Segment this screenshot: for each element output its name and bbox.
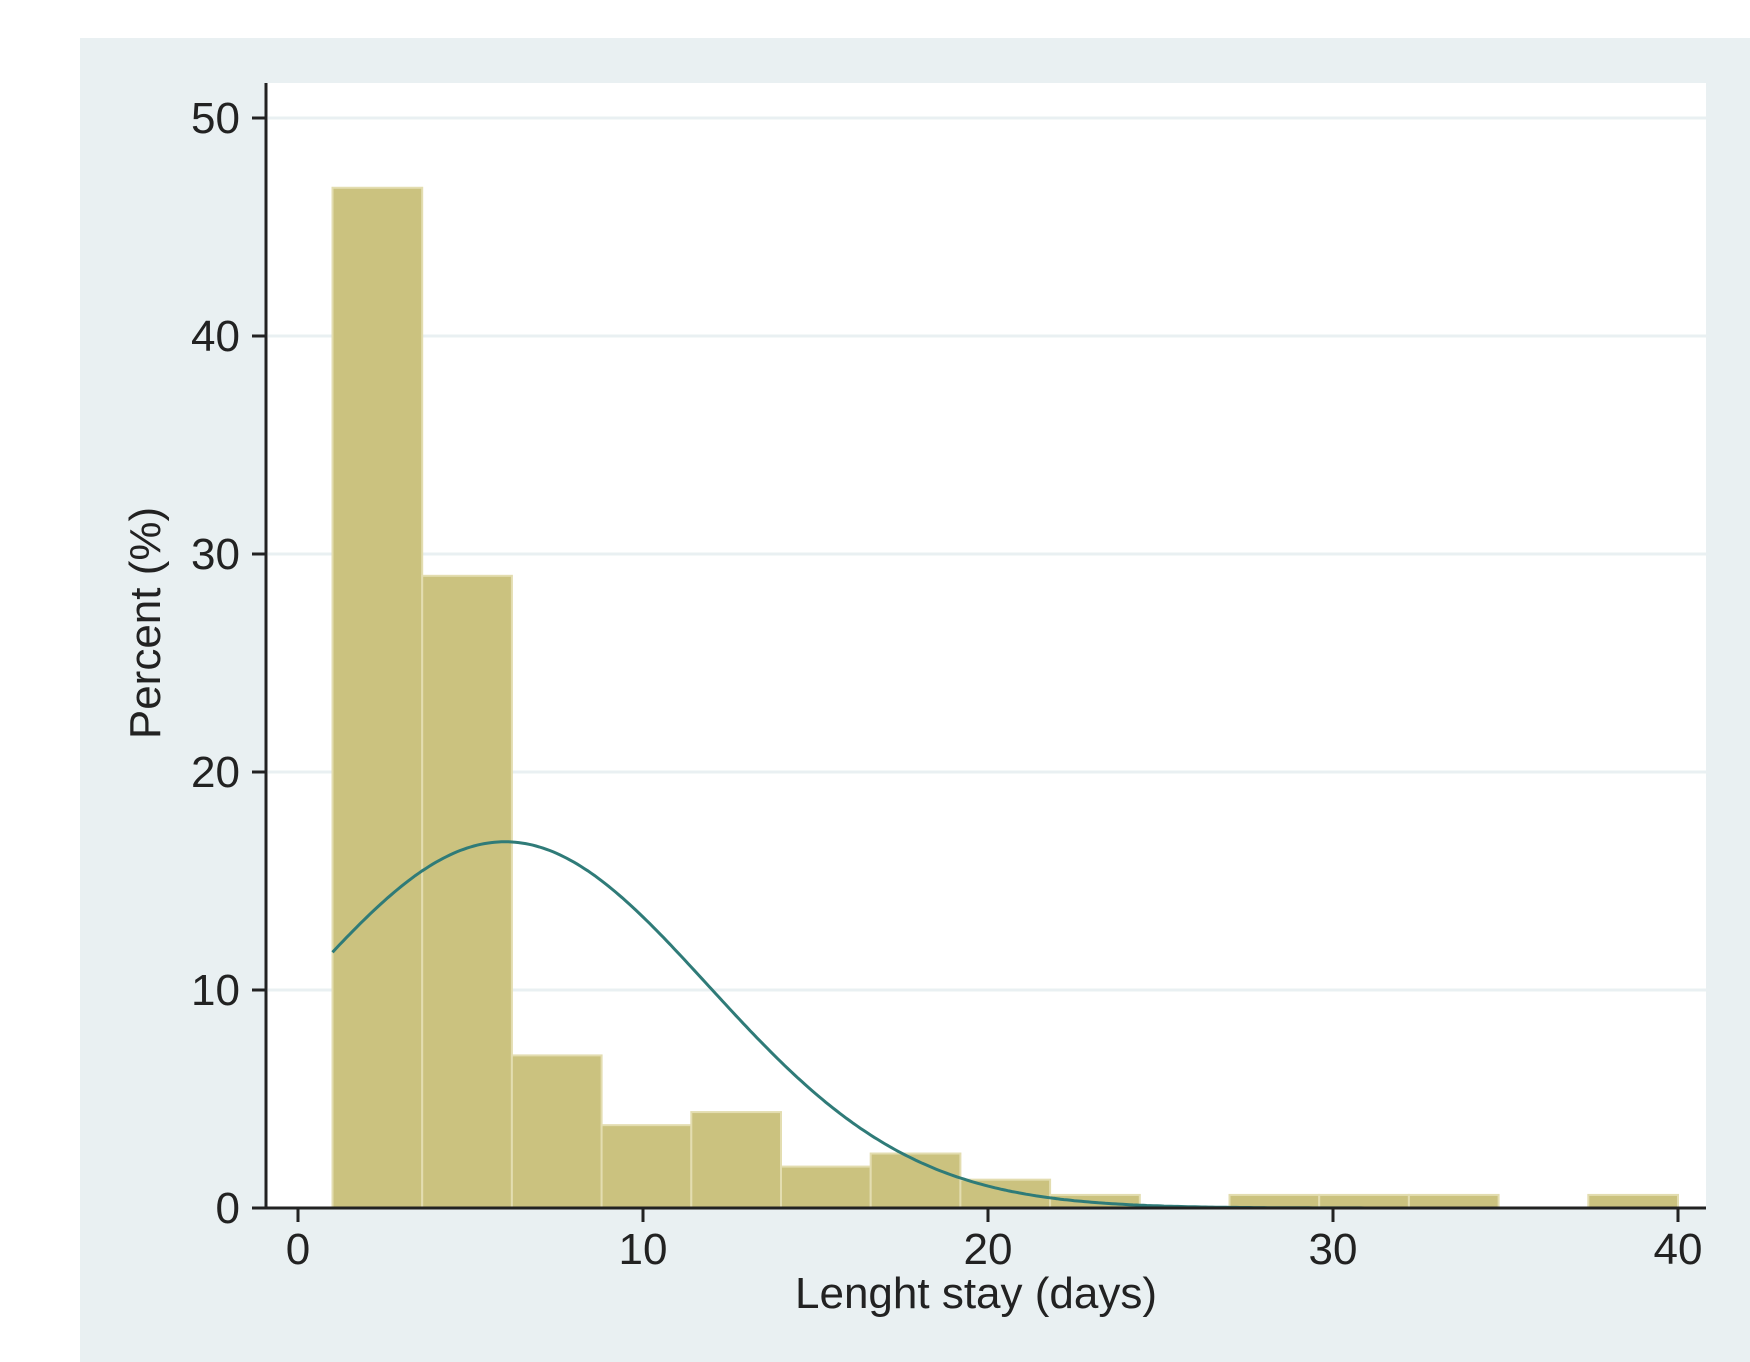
histogram-bar-12	[1407, 1193, 1500, 1210]
y-tick-label-10: 10	[191, 966, 240, 1015]
histogram-bar-5	[690, 1111, 782, 1209]
histogram-bar-13	[1587, 1193, 1680, 1210]
y-tick-label-30: 30	[191, 530, 240, 579]
histogram-bar-2	[421, 574, 513, 1209]
histogram-bar-3	[510, 1054, 603, 1210]
ticks: 0 10 20 30 40 50 0 10 20 30 40	[191, 94, 1702, 1274]
x-tick-label-20: 20	[964, 1225, 1013, 1274]
y-axis-title: Percent (%)	[121, 507, 170, 739]
histogram-bar-6	[780, 1165, 872, 1209]
x-tick-label-10: 10	[619, 1225, 668, 1274]
y-tick-label-50: 50	[191, 94, 240, 143]
x-tick-label-40: 40	[1654, 1225, 1703, 1274]
x-tick-label-30: 30	[1309, 1225, 1358, 1274]
histogram-bar-1	[331, 186, 424, 1209]
chart-container: 0 10 20 30 40 50 0 10 20 30 40 Lenght stay (days) …	[80, 38, 1750, 1362]
y-tick-label-40: 40	[191, 312, 240, 361]
histogram-bar-11	[1318, 1193, 1410, 1210]
x-tick-label-0: 0	[286, 1225, 310, 1274]
histogram-bar-7	[869, 1152, 962, 1209]
y-tick-label-20: 20	[191, 748, 240, 797]
histogram-bar-4	[600, 1124, 693, 1210]
x-axis-title: Lenght stay (days)	[795, 1269, 1157, 1318]
bars	[331, 186, 1680, 1210]
histogram-bar-8	[959, 1178, 1052, 1210]
y-tick-label-0: 0	[216, 1184, 240, 1233]
